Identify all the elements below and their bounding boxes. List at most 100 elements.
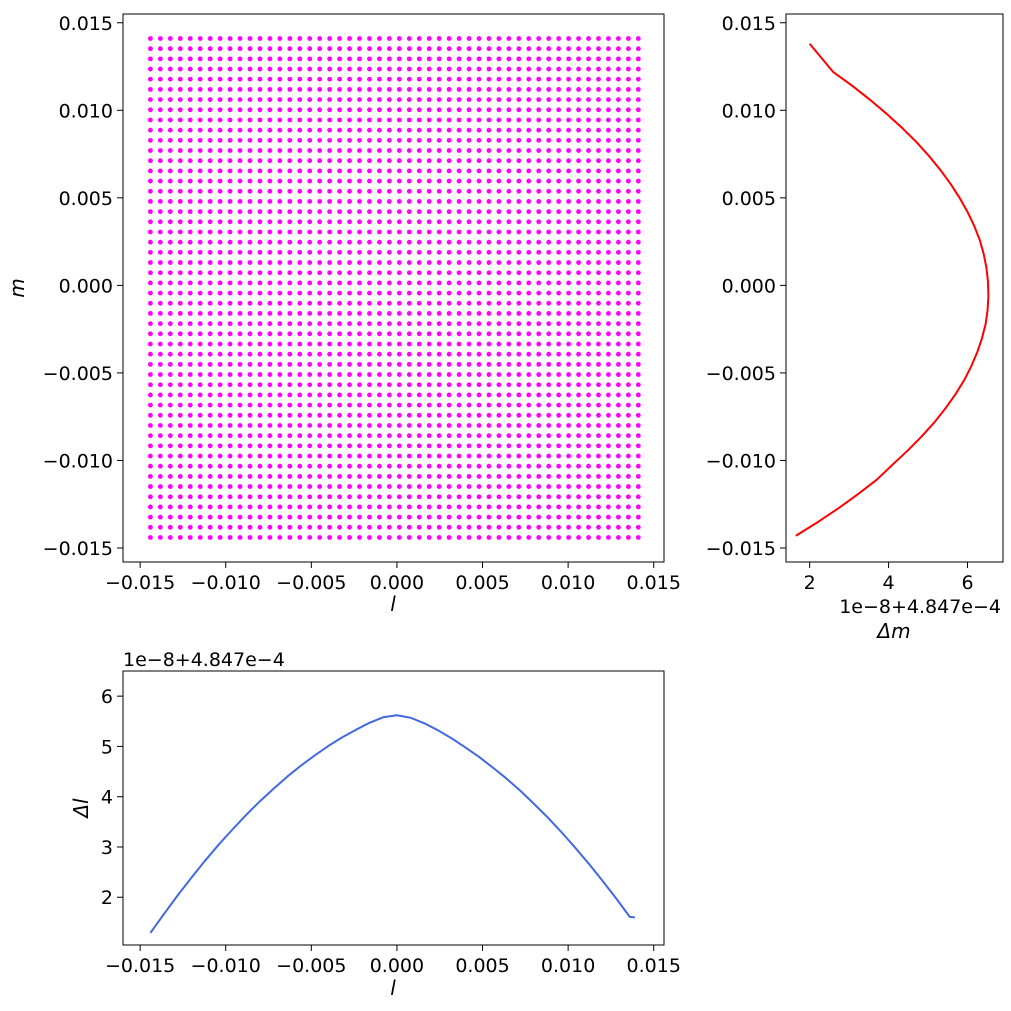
scatter-point xyxy=(307,260,313,265)
scatter-point xyxy=(526,372,532,377)
scatter-point xyxy=(217,524,223,530)
scatter-point xyxy=(396,46,402,52)
scatter-point xyxy=(526,473,532,479)
scatter-point xyxy=(177,372,183,377)
scatter-point xyxy=(536,453,542,459)
scatter-point xyxy=(147,148,153,153)
scatter-point xyxy=(606,229,611,235)
scatter-point xyxy=(147,107,153,113)
scatter-point xyxy=(217,219,223,225)
scatter-point xyxy=(157,504,163,510)
scatter-point xyxy=(197,127,203,133)
scatter-point xyxy=(436,453,442,459)
scatter-point xyxy=(536,127,542,133)
scatter-point xyxy=(297,402,303,408)
scatter-point xyxy=(476,453,482,459)
scatter-point xyxy=(357,229,362,235)
scatter-point xyxy=(257,423,263,428)
scatter-point xyxy=(606,270,611,276)
scatter-point xyxy=(606,137,611,143)
scatter-point xyxy=(247,463,253,469)
scatter-point xyxy=(197,117,203,123)
scatter-point xyxy=(556,127,562,133)
scatter-point xyxy=(496,117,502,123)
scatter-point xyxy=(556,361,562,367)
scatter-point xyxy=(187,87,193,92)
scatter-point xyxy=(546,524,552,530)
scatter-point xyxy=(426,199,432,204)
scatter-point xyxy=(177,484,183,489)
scatter-point xyxy=(596,270,601,276)
scatter-point xyxy=(207,46,213,52)
scatter-point xyxy=(396,66,402,72)
scatter-point xyxy=(476,443,482,449)
scatter-point xyxy=(416,423,422,428)
scatter-point xyxy=(436,423,442,428)
scatter-point xyxy=(386,87,392,92)
scatter-point xyxy=(546,392,552,398)
scatter-point xyxy=(227,158,233,164)
scatter-point xyxy=(406,249,412,255)
scatter-point xyxy=(157,117,163,123)
scatter-point xyxy=(486,535,492,540)
scatter-point xyxy=(227,188,233,194)
scatter-point xyxy=(486,300,492,306)
scatter-point xyxy=(257,341,263,347)
scatter-point xyxy=(157,260,163,265)
scatter-point xyxy=(367,97,372,103)
scatter-point xyxy=(147,66,153,72)
scatter-point xyxy=(546,117,552,123)
scatter-point xyxy=(147,351,153,357)
scatter-point xyxy=(187,300,193,306)
x-tick-label: −0.015 xyxy=(105,572,175,594)
scatter-point xyxy=(466,270,472,276)
scatter-point xyxy=(177,117,183,123)
scatter-point xyxy=(476,372,482,377)
scatter-point xyxy=(307,270,313,276)
scatter-point xyxy=(536,473,542,479)
scatter-point xyxy=(625,443,631,449)
scatter-point xyxy=(596,382,601,388)
scatter-point xyxy=(257,178,263,184)
scatter-point xyxy=(247,412,253,418)
scatter-point xyxy=(147,412,153,418)
scatter-point xyxy=(287,117,293,123)
scatter-point xyxy=(367,453,372,459)
scatter-point xyxy=(317,66,323,72)
scatter-point xyxy=(267,158,273,164)
scatter-point xyxy=(307,392,313,398)
scatter-point xyxy=(377,260,382,265)
scatter-point xyxy=(197,514,203,520)
scatter-point xyxy=(357,199,362,204)
scatter-point xyxy=(476,249,482,255)
scatter-point xyxy=(416,351,422,357)
scatter-point xyxy=(436,433,442,439)
scatter-point xyxy=(217,494,223,500)
scatter-point xyxy=(207,361,213,367)
scatter-point xyxy=(506,453,512,459)
scatter-point xyxy=(446,514,452,520)
scatter-point xyxy=(337,117,342,123)
scatter-point xyxy=(456,97,462,103)
scatter-point xyxy=(317,107,323,113)
scatter-point xyxy=(377,484,382,489)
scatter-point xyxy=(556,87,562,92)
scatter-point xyxy=(257,514,263,520)
scatter-point xyxy=(157,535,163,540)
scatter-point xyxy=(416,300,422,306)
scatter-point xyxy=(536,494,542,500)
scatter-point xyxy=(307,56,313,62)
scatter-point xyxy=(396,199,402,204)
scatter-point xyxy=(456,158,462,164)
scatter-point xyxy=(217,87,223,92)
scatter-point xyxy=(177,504,183,510)
scatter-point xyxy=(297,168,303,174)
scatter-point xyxy=(367,463,372,469)
scatter-point xyxy=(416,372,422,377)
scatter-point xyxy=(187,321,193,327)
scatter-point xyxy=(446,46,452,52)
scatter-point xyxy=(635,148,641,153)
scatter-point xyxy=(456,494,462,500)
scatter-point xyxy=(486,382,492,388)
scatter-point xyxy=(307,433,313,439)
